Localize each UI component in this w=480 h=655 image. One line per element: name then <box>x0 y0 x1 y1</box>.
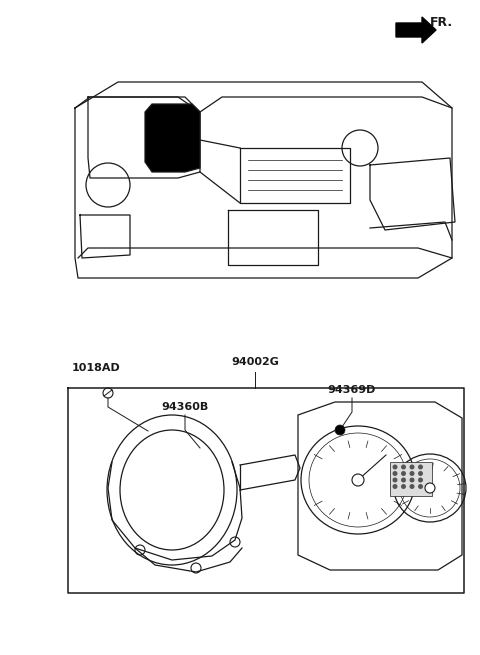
Ellipse shape <box>335 425 345 435</box>
Ellipse shape <box>393 471 397 476</box>
Ellipse shape <box>409 471 415 476</box>
Polygon shape <box>145 104 200 172</box>
Ellipse shape <box>418 477 423 483</box>
Text: 94369D: 94369D <box>328 385 376 395</box>
Text: FR.: FR. <box>430 16 453 29</box>
Bar <box>390 462 432 496</box>
Ellipse shape <box>352 474 364 486</box>
Ellipse shape <box>418 464 423 470</box>
Ellipse shape <box>409 477 415 483</box>
Ellipse shape <box>401 484 406 489</box>
Ellipse shape <box>409 484 415 489</box>
Ellipse shape <box>418 471 423 476</box>
Text: 1018AD: 1018AD <box>72 363 120 373</box>
Ellipse shape <box>393 464 397 470</box>
Ellipse shape <box>401 471 406 476</box>
Text: 94002G: 94002G <box>231 357 279 367</box>
Polygon shape <box>396 17 436 43</box>
Ellipse shape <box>401 464 406 470</box>
Ellipse shape <box>418 484 423 489</box>
Ellipse shape <box>393 477 397 483</box>
Text: 94360B: 94360B <box>161 402 209 412</box>
Ellipse shape <box>393 484 397 489</box>
Ellipse shape <box>425 483 435 493</box>
Ellipse shape <box>401 477 406 483</box>
Ellipse shape <box>409 464 415 470</box>
